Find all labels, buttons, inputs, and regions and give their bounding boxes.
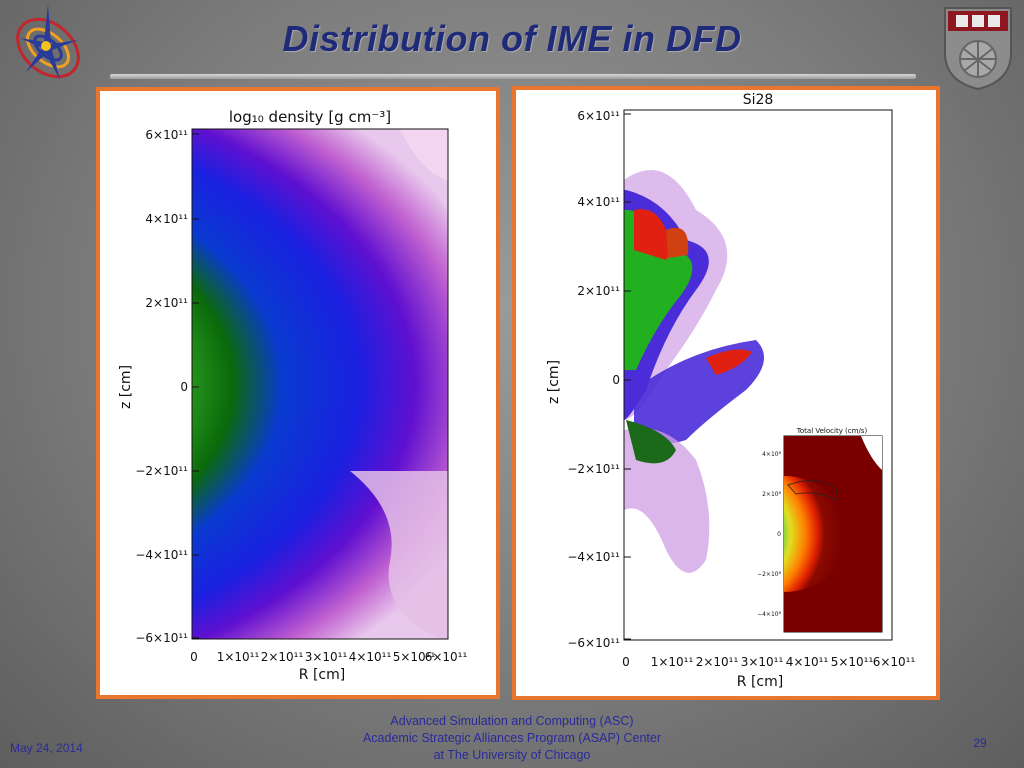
velocity-inset: Total Velocity (cm/s) 4×10⁸ 2×10⁸ 0 −2×1… — [757, 427, 883, 633]
si28-plumes — [624, 170, 764, 573]
right-x-tick-2: 2×10¹¹ — [696, 655, 739, 669]
density-plot-panel: log₁₀ density [g cm⁻³] 6×10¹¹ 4×10¹¹ 2×1… — [96, 87, 500, 699]
left-y-label: z [cm] — [118, 365, 134, 409]
right-x-tick-6: 6×10¹¹ — [873, 655, 916, 669]
left-x-label: R [cm] — [299, 667, 345, 683]
left-y-tick-5: −4×10¹¹ — [135, 548, 188, 562]
right-y-tick-2: 2×10¹¹ — [577, 284, 620, 298]
left-y-tick-4: −2×10¹¹ — [135, 464, 188, 478]
right-y-tick-6: −6×10¹¹ — [567, 636, 620, 650]
right-x-label: R [cm] — [737, 674, 783, 690]
inset-y-tick-1: 2×10⁸ — [762, 491, 781, 498]
left-x-tick-5: 5×10¹¹ — [393, 650, 436, 664]
si28-plot-panel: Total Velocity (cm/s) 4×10⁸ 2×10⁸ 0 −2×1… — [512, 86, 940, 700]
title-divider — [110, 74, 916, 79]
right-y-tick-5: −4×10¹¹ — [567, 550, 620, 564]
left-x-tick-6: 6×10¹¹ — [425, 650, 468, 664]
inset-title: Total Velocity (cm/s) — [796, 427, 868, 435]
left-plot-title: log₁₀ density [g cm⁻³] — [229, 108, 391, 126]
left-y-tick-1: 4×10¹¹ — [145, 212, 188, 226]
right-y-label: z [cm] — [546, 360, 562, 404]
footer-credits: Advanced Simulation and Computing (ASC) … — [300, 713, 724, 764]
right-x-tick-1: 1×10¹¹ — [651, 655, 694, 669]
flash-center-logo-icon — [8, 0, 88, 92]
inset-y-tick-0: 4×10⁸ — [762, 451, 781, 458]
left-y-tick-0: 6×10¹¹ — [145, 128, 188, 142]
right-plot-title: Si28 — [743, 92, 774, 108]
left-y-tick-3: 0 — [180, 380, 188, 394]
right-y-tick-0: 6×10¹¹ — [577, 109, 620, 123]
footer-line-3: at The University of Chicago — [433, 748, 591, 762]
right-y-tick-3: 0 — [612, 373, 620, 387]
inset-y-tick-4: −4×10⁸ — [757, 611, 782, 618]
left-y-tick-2: 2×10¹¹ — [145, 296, 188, 310]
left-x-tick-1: 1×10¹¹ — [217, 650, 260, 664]
left-x-tick-4: 4×10¹¹ — [349, 650, 392, 664]
page-number: 29 — [973, 736, 987, 750]
footer-line-1: Advanced Simulation and Computing (ASC) — [390, 714, 634, 728]
inset-y-tick-3: −2×10⁸ — [757, 571, 782, 578]
right-y-ticks — [624, 113, 631, 640]
left-y-tick-6: −6×10¹¹ — [135, 631, 188, 645]
right-y-tick-4: −2×10¹¹ — [567, 462, 620, 476]
slide-date: May 24, 2014 — [10, 741, 83, 755]
right-x-tick-0: 0 — [622, 655, 630, 669]
footer-line-2: Academic Strategic Alliances Program (AS… — [362, 731, 662, 745]
left-x-tick-2: 2×10¹¹ — [261, 650, 304, 664]
university-shield-icon — [942, 5, 1014, 91]
left-x-tick-3: 3×10¹¹ — [305, 650, 348, 664]
left-y-ticks — [192, 133, 199, 639]
left-x-tick-0: 0 — [190, 650, 198, 664]
right-x-tick-4: 4×10¹¹ — [786, 655, 829, 669]
slide-title: Distribution of IME in DFD — [282, 18, 742, 59]
right-x-tick-3: 3×10¹¹ — [741, 655, 784, 669]
inset-y-tick-2: 0 — [777, 531, 781, 538]
right-y-tick-1: 4×10¹¹ — [577, 195, 620, 209]
right-x-tick-5: 5×10¹¹ — [831, 655, 874, 669]
